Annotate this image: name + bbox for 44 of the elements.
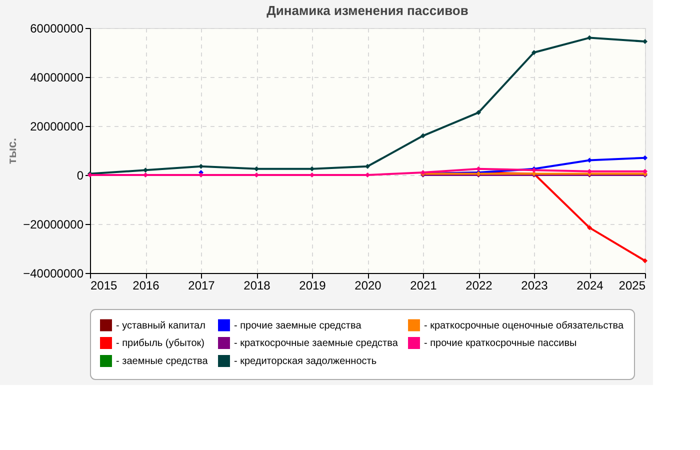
legend-label: - прочие краткосрочные пассивы [424,338,577,349]
x-tick-label: 2015 [90,278,118,292]
y-axis-title: тыс. [5,138,20,164]
point [532,50,536,55]
y-tick-label: 40000000 [30,70,84,84]
point [642,168,648,174]
legend-label: - прочие заемные средства [234,320,362,332]
point [143,168,148,173]
chart-title: Динамика изменения пассивов [266,3,468,18]
y-tick-label: 60000000 [30,22,84,36]
x-tick-label: 2016 [132,278,160,292]
legend-label: - кредиторская задолженность [234,356,377,367]
x-tick-label: 2022 [466,278,493,292]
x-tick-label: 2025 [618,278,646,292]
point [587,225,592,230]
point [310,166,314,172]
point [642,155,648,160]
point [642,258,648,264]
x-tick-label: 2024 [576,278,604,292]
x-tick-label: 2021 [410,278,438,292]
x-tick-label: 2018 [244,278,271,292]
point [587,35,592,40]
x-tick-label: 2017 [188,278,216,292]
y-tick-label: −40000000 [23,266,84,280]
point [254,166,259,172]
legend-label: - краткосрочные оценочные обязательства [424,320,624,332]
point [476,166,481,172]
legend-label: - заемные средства [116,356,208,367]
x-tick-label: 2023 [521,278,548,292]
point [420,133,426,138]
legend-label: - краткосрочные заемные средства [234,338,398,349]
x-tick-label: 2019 [299,278,326,292]
legend-label: - уставный капитал [116,320,206,332]
y-tick-label: 0 [76,168,84,182]
point [476,110,481,116]
point [198,164,204,169]
y-tick-label: 20000000 [30,120,84,134]
x-tick-label: 2020 [354,278,382,292]
point [587,168,592,174]
point [587,158,592,163]
legend-label: - прибыль (убыток) [116,338,205,349]
point [642,38,648,44]
y-tick-label: −20000000 [23,218,84,232]
point [365,164,370,169]
